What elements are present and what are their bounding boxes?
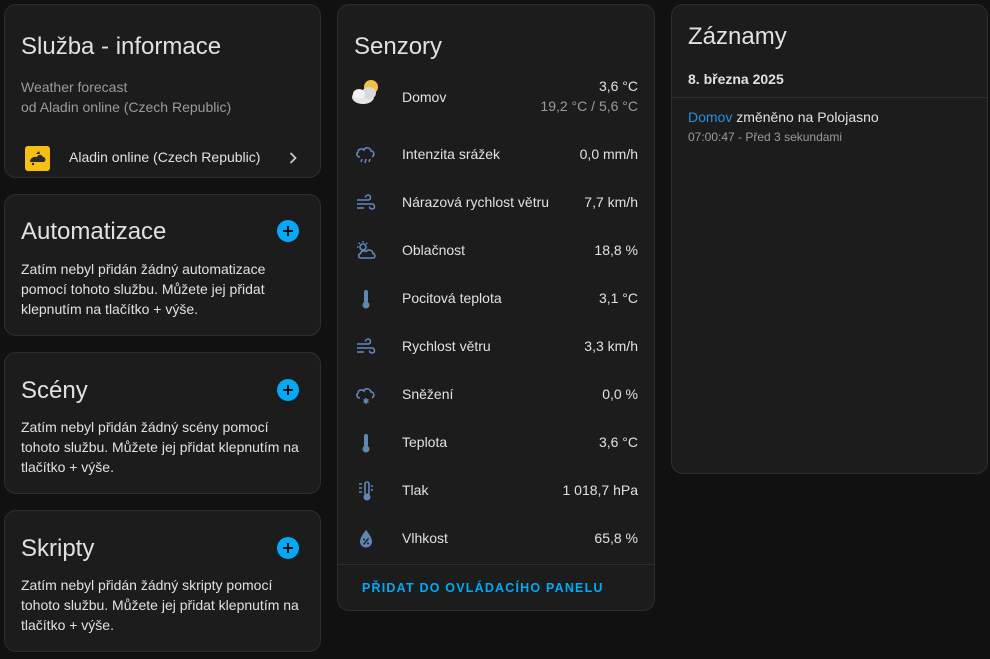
logbook-card: Záznamy 8. března 2025 Domov změněno na … [671, 4, 988, 474]
sensors-title: Senzory [354, 33, 443, 60]
sensor-value: 7,7 km/h [584, 194, 638, 210]
logbook-title: Záznamy [688, 23, 787, 50]
logbook-entry-message: změněno na Polojasno [732, 109, 879, 125]
automations-empty-text: Zatím nebyl přidán žádný automatizace po… [21, 261, 266, 317]
add-scene-button[interactable] [277, 379, 299, 401]
weather-snowy-icon [354, 383, 378, 407]
weather-pouring-icon [354, 143, 378, 167]
sensor-value: 1 018,7 hPa [562, 482, 638, 498]
service-manufacturer: od Aladin online (Czech Republic) [21, 99, 232, 115]
scripts-title: Skripty [21, 535, 95, 562]
add-automation-button[interactable] [277, 220, 299, 242]
add-script-button[interactable] [277, 537, 299, 559]
sensor-value: 3,1 °C [598, 290, 638, 306]
sensor-value: 0,0 % [602, 386, 638, 402]
scenes-title: Scény [21, 377, 88, 404]
scripts-card: Skripty Zatím nebyl přidán žádný skripty… [4, 510, 321, 652]
sensors-card: Senzory Domov 3,6 °C 19,2 °C / 5,6 °C In… [337, 4, 655, 611]
scenes-empty-text: Zatím nebyl přidán žádný scény pomocí to… [21, 419, 299, 475]
water-percent-icon [354, 527, 378, 551]
weather-windy-icon [354, 335, 378, 359]
service-info-card: Služba - informace Weather forecast od A… [4, 4, 321, 178]
sensor-row-apparent-temperature[interactable]: Pocitová teplota 3,1 °C [338, 275, 654, 323]
sensor-row-domov[interactable]: Domov 3,6 °C 19,2 °C / 5,6 °C [338, 73, 654, 131]
sensor-name: Domov [402, 89, 447, 105]
sensor-name: Oblačnost [402, 242, 466, 258]
scenes-card: Scény Zatím nebyl přidán žádný scény pom… [4, 352, 321, 494]
add-to-dashboard-button[interactable]: PŘIDAT DO OVLÁDACÍHO PANELU [362, 581, 604, 595]
sensor-value: 18,8 % [594, 242, 638, 258]
chevron-right-icon [283, 148, 303, 168]
service-description: Weather forecast od Aladin online (Czech… [21, 77, 231, 117]
sensor-name: Intenzita srážek [402, 146, 501, 162]
weather-windy-icon [354, 191, 378, 215]
sensor-row-temperature[interactable]: Teplota 3,6 °C [338, 419, 654, 467]
sensor-value: 3,3 km/h [584, 338, 638, 354]
sensor-name: Tlak [402, 482, 429, 498]
sensor-row-cloud-coverage[interactable]: Oblačnost 18,8 % [338, 227, 654, 275]
sensor-row-humidity[interactable]: Vlhkost 65,8 % [338, 515, 654, 563]
scripts-empty-text: Zatím nebyl přidán žádný skripty pomocí … [21, 577, 299, 633]
sensor-name: Pocitová teplota [402, 290, 502, 306]
sensor-name: Rychlost větru [402, 338, 491, 354]
sensor-value: 0,0 mm/h [579, 146, 638, 162]
automations-title: Automatizace [21, 218, 167, 245]
sensor-value: 3,6 °C [598, 78, 638, 94]
sensor-name: Nárazová rychlost větru [402, 194, 550, 210]
service-info-title: Služba - informace [21, 33, 222, 60]
integration-link[interactable]: Aladin online (Czech Republic) [5, 136, 320, 180]
sensor-row-precipitation[interactable]: Intenzita srážek 0,0 mm/h [338, 131, 654, 179]
logbook-entry: Domov změněno na Polojasno [688, 109, 879, 125]
partly-cloudy-icon [349, 77, 383, 107]
sensor-row-snow[interactable]: Sněžení 0,0 % [338, 371, 654, 419]
aladin-logo-icon [25, 146, 50, 171]
gauge-thermometer-icon [354, 479, 378, 503]
sensor-row-pressure[interactable]: Tlak 1 018,7 hPa [338, 467, 654, 515]
sensor-name: Vlhkost [402, 530, 448, 546]
sensor-forecast-range: 19,2 °C / 5,6 °C [540, 98, 638, 114]
automations-card: Automatizace Zatím nebyl přidán žádný au… [4, 194, 321, 336]
logbook-date: 8. března 2025 [688, 71, 784, 87]
sensor-row-wind-gust[interactable]: Nárazová rychlost větru 7,7 km/h [338, 179, 654, 227]
sensor-value: 3,6 °C [598, 434, 638, 450]
sensor-row-wind-speed[interactable]: Rychlost větru 3,3 km/h [338, 323, 654, 371]
logbook-entry-time: 07:00:47 - Před 3 sekundami [688, 130, 843, 144]
integration-label: Aladin online (Czech Republic) [69, 149, 261, 165]
service-model: Weather forecast [21, 79, 128, 95]
weather-partly-cloudy-outline-icon [354, 239, 378, 263]
thermometer-icon [354, 431, 378, 455]
thermometer-icon [354, 287, 378, 311]
sensor-value: 65,8 % [594, 530, 638, 546]
card-actions-divider [338, 564, 654, 565]
logbook-entity-link[interactable]: Domov [688, 109, 733, 125]
sensor-name: Teplota [402, 434, 448, 450]
logbook-divider [672, 97, 987, 98]
sensor-name: Sněžení [402, 386, 454, 402]
